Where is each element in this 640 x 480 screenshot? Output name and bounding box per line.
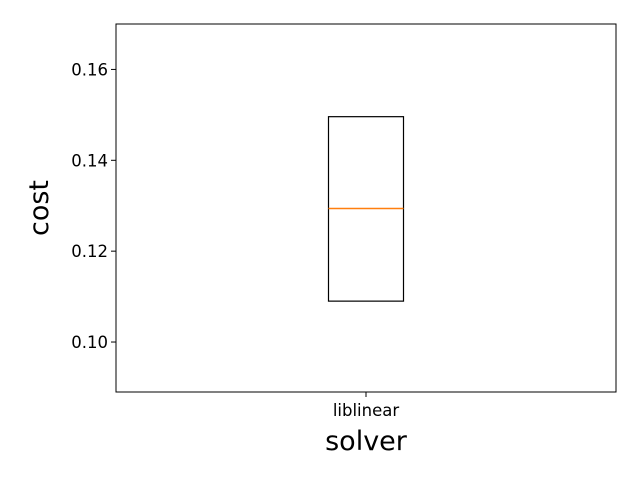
plot-area [327,116,405,302]
x-axis-label: solver [325,426,408,457]
x-tick-label: liblinear [333,401,400,420]
y-tick-label: 0.12 [71,242,108,261]
y-tick-label: 0.16 [71,60,108,79]
y-tick-label: 0.14 [71,151,108,170]
y-axis-label: cost [24,180,55,236]
x-axis: liblinear [333,392,400,420]
y-axis: 0.10 0.12 0.14 0.16 [71,60,116,352]
y-tick-label: 0.10 [71,333,108,352]
